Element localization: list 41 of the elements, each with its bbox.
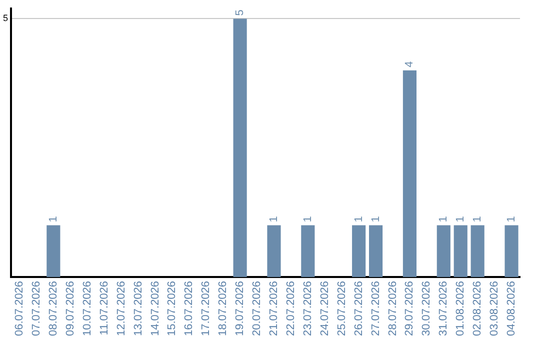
x-tick-label: 24.07.2026 (318, 280, 331, 336)
x-tick-label: 07.07.2026 (30, 280, 42, 336)
x-tick-label: 12.07.2026 (115, 280, 128, 336)
data-label: 1 (268, 216, 280, 222)
x-tick-label: 27.07.2026 (370, 280, 382, 336)
x-tick-label: 29.07.2026 (404, 280, 416, 336)
data-label: 4 (404, 61, 416, 68)
x-tick-label: 13.07.2026 (132, 280, 144, 336)
x-tick-label: 20.07.2026 (251, 280, 264, 336)
x-tick-label: 01.08.2026 (454, 280, 467, 336)
data-label: 1 (472, 216, 484, 222)
x-tick-label: 19.07.2026 (234, 280, 246, 336)
x-tick-label: 26.07.2026 (352, 280, 365, 336)
x-tick-label: 23.07.2026 (302, 280, 314, 336)
data-label: 1 (47, 216, 60, 222)
data-label: 1 (506, 216, 518, 222)
x-tick-label: 21.07.2026 (268, 280, 280, 336)
data-label: 1 (370, 216, 382, 222)
x-tick-label: 22.07.2026 (284, 280, 297, 336)
x-tick-label: 25.07.2026 (336, 280, 348, 336)
data-label: 1 (438, 216, 450, 222)
x-tick-label: 03.08.2026 (488, 280, 501, 336)
data-label: 1 (302, 216, 314, 222)
data-label: 5 (234, 10, 246, 16)
x-tick-label: 04.08.2026 (506, 280, 518, 336)
data-label: 1 (454, 216, 467, 222)
x-tick-label: 28.07.2026 (386, 280, 399, 336)
x-tick-label: 16.07.2026 (183, 280, 196, 336)
x-tick-label: 17.07.2026 (200, 280, 212, 336)
x-tick-label: 08.07.2026 (47, 280, 60, 336)
x-tick-label: 11.07.2026 (98, 280, 110, 336)
x-tick-label: 09.07.2026 (64, 280, 76, 336)
x-tick-label: 30.07.2026 (420, 280, 433, 336)
x-tick-label: 31.07.2026 (438, 280, 450, 336)
x-tick-label: 10.07.2026 (81, 280, 94, 336)
x-tick-label: 02.08.2026 (472, 280, 484, 336)
x-tick-label: 06.07.2026 (14, 280, 26, 336)
x-tick-label: 18.07.2026 (217, 280, 230, 336)
x-tick-label: 15.07.2026 (166, 280, 178, 336)
data-label: 1 (352, 216, 365, 222)
x-tick-label: 14.07.2026 (149, 280, 162, 336)
